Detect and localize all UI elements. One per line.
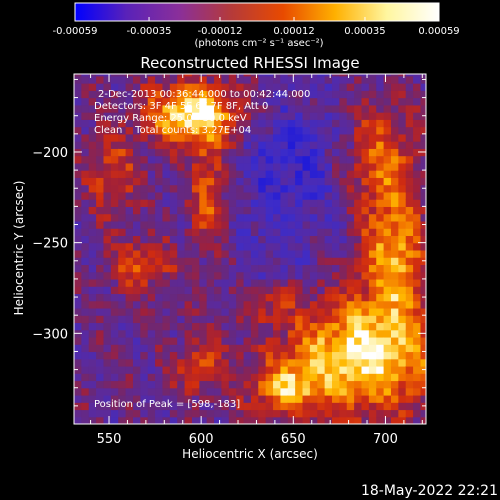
chart-title: Reconstructed RHESSI Image <box>140 54 359 72</box>
annotation-detectors: Detectors: 3F 4F 5F 6F 7F 8F, Att 0 <box>94 101 268 112</box>
x-axis-label: Heliocentric X (arcsec) <box>182 447 318 461</box>
colorbar-tick-label: 0.00059 <box>418 26 459 37</box>
colorbar-tick-label: 0.00035 <box>344 26 385 37</box>
y-axis-label: Heliocentric Y (arcsec) <box>12 181 26 316</box>
y-tick-label: −300 <box>32 327 68 342</box>
y-tick-labels: −200 −250 −300 <box>32 146 68 342</box>
x-tick-label: 700 <box>373 432 398 447</box>
annotation-clean-counts: Clean Total counts: 3.27E+04 <box>94 125 251 136</box>
footer-date: 18-May-2022 22:21 <box>361 483 498 499</box>
y-tick-label: −250 <box>32 237 68 252</box>
colorbar-tick-label: -0.00012 <box>197 26 242 37</box>
peak-position-label: Position of Peak = [598,-183] <box>94 399 240 410</box>
colorbar-tick-label: -0.00059 <box>53 26 98 37</box>
x-tick-label: 650 <box>281 432 306 447</box>
annotation-time-range: 2-Dec-2013 00:36:44.000 to 00:42:44.000 <box>98 89 310 100</box>
plot-frame <box>73 73 427 425</box>
colorbar-frame <box>74 2 440 22</box>
annotation-energy-range: Energy Range: 25.0 - 50.0 keV <box>94 113 247 124</box>
y-tick-label: −200 <box>32 146 68 161</box>
colorbar-tick-label: 0.00012 <box>273 26 314 37</box>
x-tick-labels: 550 600 650 700 <box>97 432 398 447</box>
colorbar-tick-labels: -0.00059 -0.00035 -0.00012 0.00012 0.00035 0.… <box>53 26 460 37</box>
colorbar-gradient <box>75 3 439 21</box>
colorbar-ticks <box>74 17 440 21</box>
colorbar-tick-label: -0.00035 <box>127 26 172 37</box>
axis-ticks <box>74 74 426 424</box>
x-tick-label: 550 <box>97 432 122 447</box>
colorbar-unit-label: (photons cm⁻² s⁻¹ asec⁻²) <box>194 38 323 49</box>
colorbar: -0.00059 -0.00035 -0.00012 0.00012 0.00035 0.… <box>53 2 460 49</box>
x-tick-label: 600 <box>189 432 214 447</box>
heatmap <box>74 74 426 424</box>
annotation-block: 2-Dec-2013 00:36:44.000 to 00:42:44.000 … <box>94 89 310 136</box>
